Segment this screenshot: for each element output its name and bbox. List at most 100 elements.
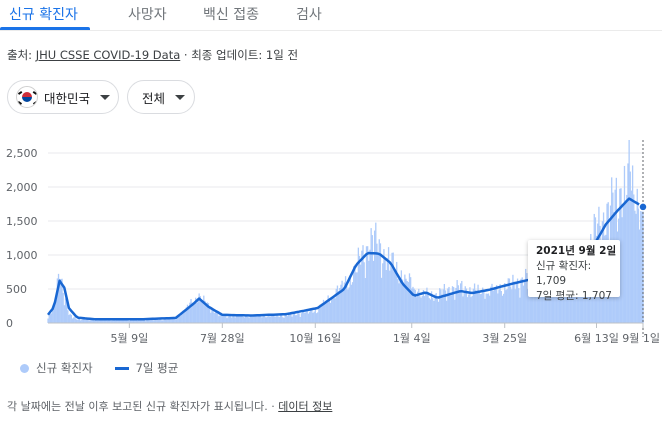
tooltip-average: 7일 평균: 1,707 — [536, 290, 612, 302]
bar — [351, 282, 354, 323]
bar — [447, 288, 449, 323]
bar — [154, 319, 156, 323]
bar — [304, 312, 306, 323]
bar — [294, 315, 297, 323]
bar — [330, 297, 333, 323]
bar — [311, 309, 313, 323]
bar — [636, 188, 638, 323]
bar — [468, 294, 470, 323]
bar — [132, 320, 134, 323]
bar — [421, 295, 423, 323]
bar — [353, 266, 355, 323]
bar — [290, 314, 292, 323]
bar — [489, 295, 491, 323]
bar — [386, 258, 389, 323]
bar — [570, 288, 572, 323]
bar — [293, 312, 296, 323]
bar — [157, 319, 160, 323]
bar — [516, 278, 519, 323]
bar — [47, 318, 49, 323]
bar — [451, 286, 454, 323]
bar — [335, 288, 337, 323]
bar — [64, 298, 67, 323]
bar — [494, 288, 497, 323]
bar — [443, 283, 446, 323]
bar — [261, 317, 263, 323]
bar — [440, 289, 442, 323]
bar — [354, 264, 356, 323]
bar — [201, 302, 204, 323]
data-info-link[interactable]: 데이터 정보 — [278, 400, 333, 413]
bar — [289, 312, 291, 323]
bar — [150, 319, 153, 323]
bar — [147, 319, 149, 323]
bar — [506, 289, 508, 323]
bar — [430, 291, 433, 323]
bar — [324, 302, 326, 323]
bar — [477, 284, 479, 323]
bar — [164, 318, 167, 323]
bar — [629, 171, 631, 323]
bar — [262, 316, 264, 323]
bar — [189, 302, 191, 323]
tab-deaths[interactable]: 사망자 — [128, 7, 167, 23]
y-tick-label: 500 — [6, 283, 27, 296]
bar — [145, 321, 147, 323]
tab-vaccinations[interactable]: 백신 접종 — [203, 7, 259, 23]
source-link[interactable]: JHU CSSE COVID-19 Data — [35, 48, 181, 62]
bar — [218, 316, 220, 323]
bar — [469, 287, 471, 323]
bar — [515, 282, 518, 323]
x-tick-label: 9월 1일 — [622, 331, 660, 345]
bar — [182, 310, 184, 323]
bar — [83, 318, 85, 323]
tab-tests[interactable]: 검사 — [296, 7, 322, 23]
bar — [176, 317, 178, 323]
bar — [362, 245, 364, 323]
bar — [274, 316, 276, 323]
bar — [136, 320, 139, 323]
bar — [339, 287, 341, 323]
bar — [171, 318, 174, 323]
bar — [199, 296, 201, 323]
bar — [90, 320, 92, 323]
bar — [523, 280, 526, 323]
bar — [389, 270, 391, 323]
bar — [319, 304, 321, 323]
bar — [422, 289, 425, 323]
scope-select[interactable]: 전체 — [127, 80, 195, 114]
bar — [441, 294, 443, 323]
bar — [432, 298, 434, 323]
bar — [163, 319, 165, 323]
bar — [401, 279, 404, 323]
bar — [156, 319, 158, 323]
bar — [254, 314, 256, 323]
bar — [512, 274, 514, 323]
tab-new-cases[interactable]: 신규 확진자 — [9, 7, 78, 23]
bar — [504, 283, 506, 323]
legend-line-label: 7일 평균 — [135, 361, 179, 375]
bar — [552, 283, 555, 323]
bar — [98, 320, 100, 323]
bar — [498, 289, 500, 323]
bar — [307, 313, 310, 323]
bar — [535, 293, 537, 323]
bar — [320, 306, 322, 323]
bar — [633, 194, 635, 323]
bar — [170, 319, 172, 323]
bar — [626, 194, 628, 323]
bar — [635, 213, 637, 323]
bar — [238, 314, 240, 323]
bar — [213, 313, 215, 323]
region-select[interactable]: 대한민국 — [7, 80, 119, 114]
bar — [392, 252, 394, 323]
bar — [620, 188, 622, 323]
bar — [572, 272, 575, 323]
x-tick-label: 6월 13일 — [574, 331, 619, 345]
bar — [435, 293, 437, 323]
bar — [634, 210, 636, 323]
bar — [106, 320, 108, 323]
scope-select-label: 전체 — [142, 90, 166, 106]
bar — [301, 310, 304, 323]
bar — [126, 319, 128, 323]
